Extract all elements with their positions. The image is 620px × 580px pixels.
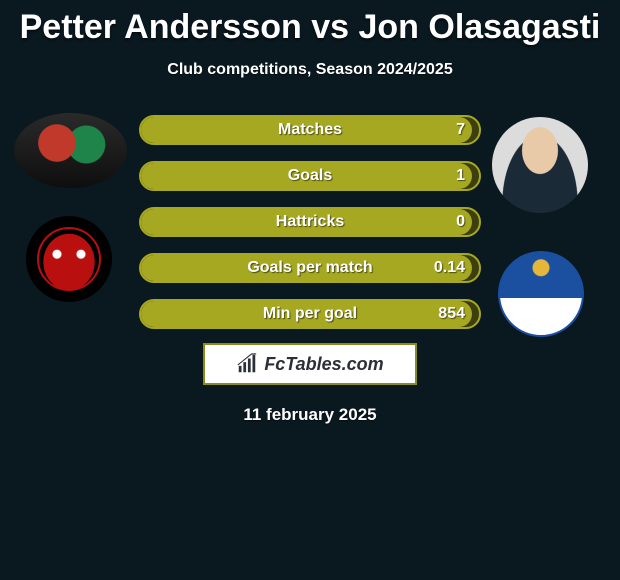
subtitle: Club competitions, Season 2024/2025 [0,61,620,79]
brand-text: FcTables.com [264,354,383,375]
date-text: 11 february 2025 [243,405,376,425]
stat-label: Matches [278,121,342,139]
stat-row-mpg: Min per goal 854 [139,299,481,329]
club-right-crest [498,251,584,337]
player-right-avatar [492,117,588,213]
stat-label: Goals per match [247,259,372,277]
stat-value: 0 [456,213,465,231]
stat-row-matches: Matches 7 [139,115,481,145]
club-left-crest [26,216,112,302]
stat-row-gpm: Goals per match 0.14 [139,253,481,283]
stat-label: Goals [288,167,332,185]
brand-box: FcTables.com [203,343,417,385]
comparison-canvas: Matches 7 Goals 1 Hattricks 0 Goals per … [0,97,620,437]
stat-value: 1 [456,167,465,185]
stat-value: 7 [456,121,465,139]
stat-value: 854 [438,305,465,323]
page-title: Petter Andersson vs Jon Olasagasti [0,0,620,47]
stat-value: 0.14 [434,259,465,277]
stat-bars: Matches 7 Goals 1 Hattricks 0 Goals per … [139,115,481,345]
stat-label: Min per goal [263,305,357,323]
stat-row-goals: Goals 1 [139,161,481,191]
player-left-avatar [14,113,127,188]
chart-icon [236,353,258,375]
stat-row-hattricks: Hattricks 0 [139,207,481,237]
stat-label: Hattricks [276,213,344,231]
